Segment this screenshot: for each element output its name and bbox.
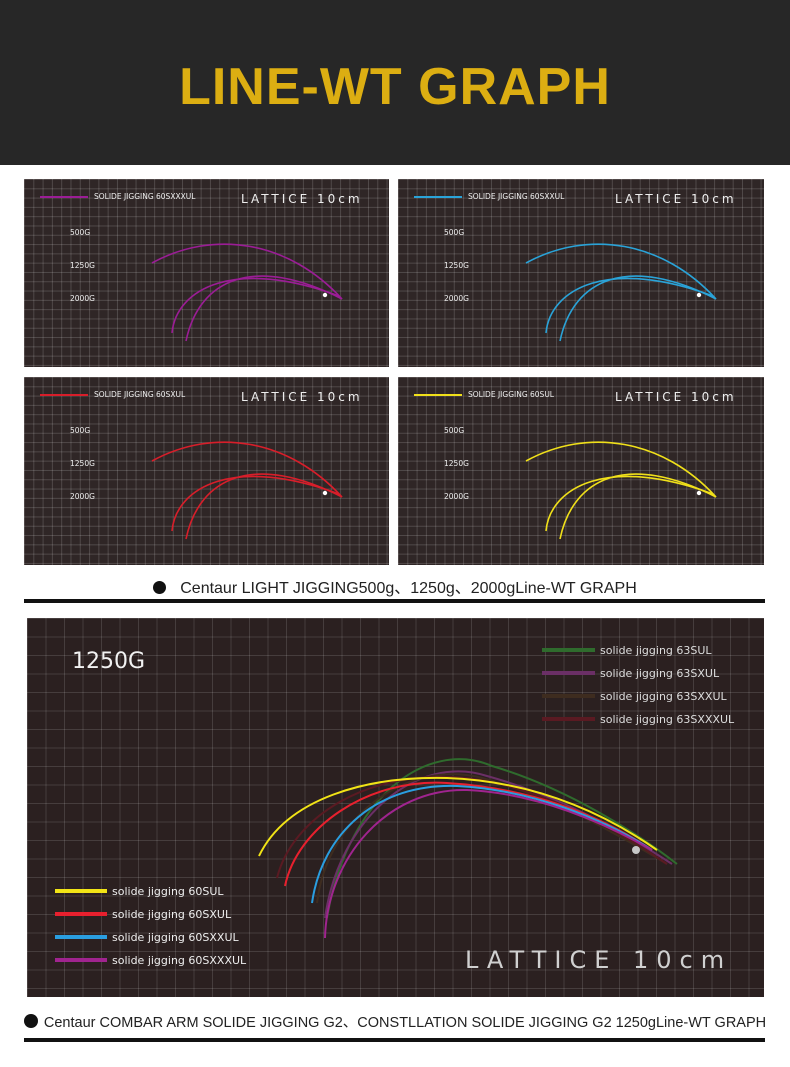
legend-label: solide jigging 63SXXUL bbox=[600, 690, 728, 703]
bend-curve bbox=[324, 788, 653, 939]
legend-label: solide jigging 60SUL bbox=[112, 885, 224, 898]
load-label: 500G bbox=[444, 426, 464, 435]
lattice-label: LATTICE 10cm bbox=[241, 192, 363, 206]
load-label: 2000G bbox=[70, 294, 95, 303]
legend-label: solide jigging 60SXXXUL bbox=[112, 954, 247, 967]
bend-curve bbox=[311, 784, 653, 904]
load-label: 2000G bbox=[70, 492, 95, 501]
bend-curve-1250G bbox=[545, 475, 714, 532]
chart-svg: 1250G solide jigging 63SUL solide jigging … bbox=[55, 644, 735, 974]
chart-svg: SOLIDE JIGGING 60SUL LATTICE 10cm 500G 1250… bbox=[414, 390, 737, 540]
legend-label: solide jigging 60SXXUL bbox=[112, 931, 240, 944]
chart-panel-4: SOLIDE JIGGING 60SUL LATTICE 10cm 500G 1250… bbox=[398, 377, 764, 565]
load-label: 2000G bbox=[444, 294, 469, 303]
rod-tip-marker bbox=[696, 490, 702, 496]
chart-svg: SOLIDE JIGGING 60SXXXUL LATTICE 10cm 500G 1… bbox=[40, 192, 363, 342]
bullet-icon bbox=[153, 581, 167, 594]
chart-svg: SOLIDE JIGGING 60SXXUL LATTICE 10cm 500G 12… bbox=[414, 192, 737, 342]
load-label: 1250G bbox=[444, 459, 469, 468]
legend-label: SOLIDE JIGGING 60SXUL bbox=[94, 390, 186, 399]
bend-curve-500G bbox=[151, 243, 343, 300]
load-label: 1250G bbox=[70, 459, 95, 468]
bend-curve-1250G bbox=[545, 277, 714, 334]
caption-big-chart: Centaur COMBAR ARM SOLIDE JIGGING G2、CON… bbox=[0, 1011, 790, 1032]
legend-label: solide jigging 63SXXXUL bbox=[600, 713, 735, 726]
caption-small-charts: Centaur LIGHT JIGGING500g、1250g、2000gLin… bbox=[0, 574, 790, 598]
load-label: 2000G bbox=[444, 492, 469, 501]
chart-svg: SOLIDE JIGGING 60SXUL LATTICE 10cm 500G 125… bbox=[40, 390, 363, 540]
rod-tip-marker bbox=[632, 846, 640, 854]
bend-curve-500G bbox=[525, 441, 717, 498]
bend-curve-500G bbox=[151, 441, 343, 498]
legend-label: SOLIDE JIGGING 60SUL bbox=[468, 390, 555, 399]
legend-label: solide jigging 63SUL bbox=[600, 644, 712, 657]
bend-curve-1250G bbox=[171, 475, 340, 532]
chart-panel-1: SOLIDE JIGGING 60SXXXUL LATTICE 10cm 500G 1… bbox=[24, 179, 389, 367]
load-label: 500G bbox=[444, 228, 464, 237]
divider bbox=[24, 599, 765, 603]
caption-small-text: Centaur LIGHT JIGGING500g、1250g、2000gLin… bbox=[180, 580, 637, 597]
bend-curve-2000G bbox=[559, 473, 717, 540]
caption-big-text: Centaur COMBAR ARM SOLIDE JIGGING G2、CON… bbox=[43, 1015, 767, 1031]
bullet-icon bbox=[23, 1014, 38, 1028]
bend-curve bbox=[326, 758, 678, 919]
chart-panel-3: SOLIDE JIGGING 60SXUL LATTICE 10cm 500G 125… bbox=[24, 377, 389, 565]
chart-panel-big: 1250G solide jigging 63SUL solide jigging … bbox=[27, 618, 764, 997]
legend-label: solide jigging 60SXUL bbox=[112, 908, 232, 921]
chart-panel-2: SOLIDE JIGGING 60SXXUL LATTICE 10cm 500G 12… bbox=[398, 179, 764, 367]
legend-label: SOLIDE JIGGING 60SXXUL bbox=[468, 192, 565, 201]
lattice-label: LATTICE 10cm bbox=[241, 390, 363, 404]
page-header: LINE-WT GRAPH bbox=[0, 0, 790, 165]
lattice-label: LATTICE 10cm bbox=[615, 192, 737, 206]
bend-curve-2000G bbox=[185, 275, 343, 342]
load-label: 1250G bbox=[70, 261, 95, 270]
rod-tip-marker bbox=[696, 292, 702, 298]
rod-tip-marker bbox=[322, 292, 328, 298]
bend-curve bbox=[258, 776, 658, 857]
load-label: 1250G bbox=[444, 261, 469, 270]
bend-curve bbox=[316, 773, 668, 904]
legend-label: SOLIDE JIGGING 60SXXXUL bbox=[94, 192, 196, 201]
lattice-label: LATTICE 10cm bbox=[465, 946, 732, 974]
page-title: LINE-WT GRAPH bbox=[179, 57, 611, 116]
bend-curve-2000G bbox=[559, 275, 717, 342]
bend-curve-500G bbox=[525, 243, 717, 300]
rod-tip-marker bbox=[322, 490, 328, 496]
lattice-label: LATTICE 10cm bbox=[615, 390, 737, 404]
legend-label: solide jigging 63SXUL bbox=[600, 667, 720, 680]
bend-curve-2000G bbox=[185, 473, 343, 540]
chart-title: 1250G bbox=[72, 649, 145, 674]
load-label: 500G bbox=[70, 228, 90, 237]
bend-curve-1250G bbox=[171, 277, 340, 334]
divider bbox=[24, 1038, 765, 1042]
load-label: 500G bbox=[70, 426, 90, 435]
